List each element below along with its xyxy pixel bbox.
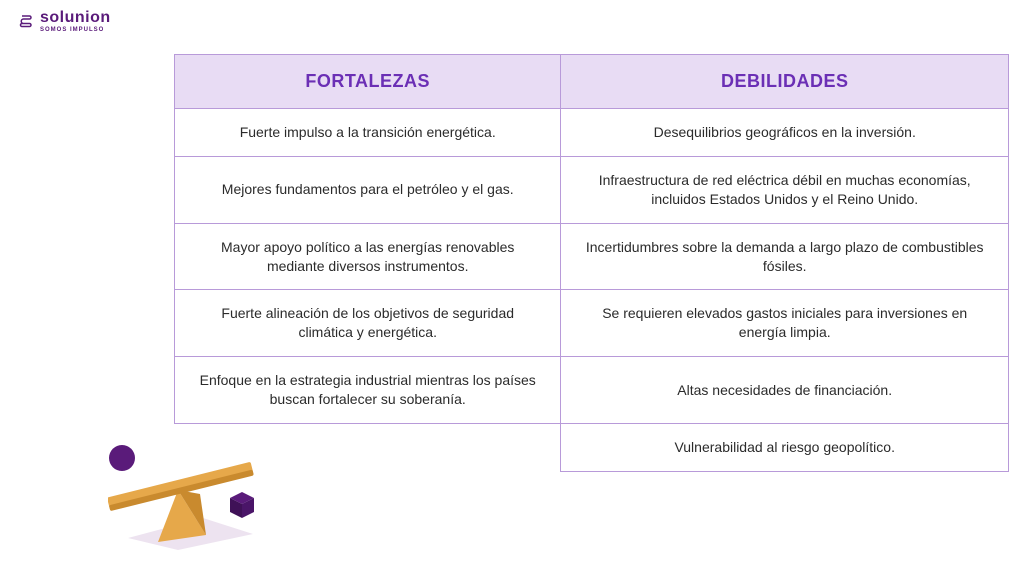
cell-debilidad: Desequilibrios geográficos en la inversi…: [561, 109, 1009, 157]
swot-table: FORTALEZAS DEBILIDADES Fuerte impulso a …: [174, 54, 1009, 472]
table-row: Vulnerabilidad al riesgo geopolítico.: [175, 424, 1009, 472]
logo-icon: [16, 13, 34, 31]
table-row: Fuerte impulso a la transición energétic…: [175, 109, 1009, 157]
cell-fortaleza: Fuerte alineación de los objetivos de se…: [175, 290, 561, 357]
cell-fortaleza: Fuerte impulso a la transición energétic…: [175, 109, 561, 157]
cell-debilidad: Vulnerabilidad al riesgo geopolítico.: [561, 424, 1009, 472]
cell-debilidad: Altas necesidades de financiación.: [561, 357, 1009, 424]
col-header-fortalezas: FORTALEZAS: [175, 55, 561, 109]
cell-debilidad: Incertidumbres sobre la demanda a largo …: [561, 223, 1009, 290]
cell-debilidad: Se requieren elevados gastos iniciales p…: [561, 290, 1009, 357]
logo-name: solunion: [40, 10, 111, 26]
table-row: Enfoque en la estrategia industrial mien…: [175, 357, 1009, 424]
logo-tagline: SOMOS IMPULSO: [40, 27, 111, 33]
brand-logo: solunion SOMOS IMPULSO: [16, 10, 111, 33]
col-header-debilidades: DEBILIDADES: [561, 55, 1009, 109]
table-row: Mejores fundamentos para el petróleo y e…: [175, 156, 1009, 223]
cell-fortaleza: Mayor apoyo político a las energías reno…: [175, 223, 561, 290]
seesaw-illustration: [108, 430, 278, 550]
table-row: Fuerte alineación de los objetivos de se…: [175, 290, 1009, 357]
swot-table-container: FORTALEZAS DEBILIDADES Fuerte impulso a …: [174, 54, 1009, 472]
cell-fortaleza: Mejores fundamentos para el petróleo y e…: [175, 156, 561, 223]
cell-debilidad: Infraestructura de red eléctrica débil e…: [561, 156, 1009, 223]
cell-fortaleza: Enfoque en la estrategia industrial mien…: [175, 357, 561, 424]
table-row: Mayor apoyo político a las energías reno…: [175, 223, 1009, 290]
